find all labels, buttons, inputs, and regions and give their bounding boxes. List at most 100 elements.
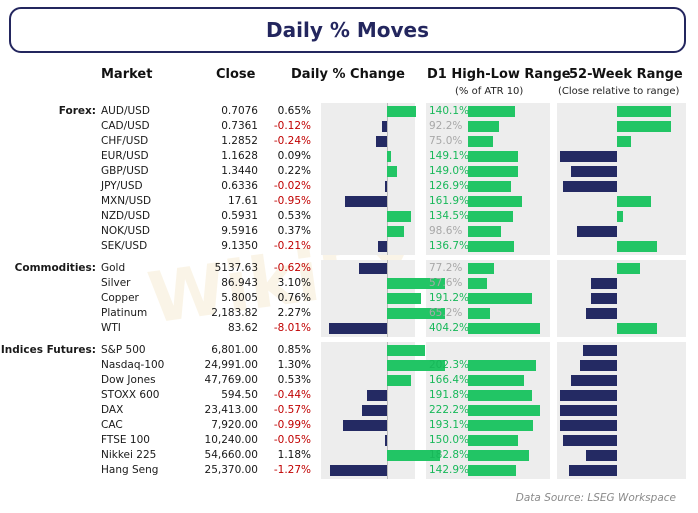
range52-bar	[560, 151, 617, 162]
atr-range-label: 166.4%	[429, 374, 470, 386]
atr-range-bar	[468, 465, 517, 476]
range52-bar	[582, 345, 617, 356]
close-value: 10,240.00	[204, 434, 258, 446]
atr-range-bar	[468, 390, 533, 401]
market-name: GBP/USD	[101, 165, 149, 177]
range52-bar	[617, 241, 657, 252]
range52-bar	[585, 450, 617, 461]
daily-change-value: -8.01%	[273, 322, 311, 334]
daily-change-value: 0.53%	[277, 374, 311, 386]
market-name: EUR/USD	[101, 150, 149, 162]
header-market: Market	[101, 67, 153, 82]
daily-change-bar	[330, 465, 387, 476]
close-value: 9.1350	[221, 240, 258, 252]
close-value: 1.3440	[221, 165, 258, 177]
market-name: FTSE 100	[101, 434, 150, 446]
daily-change-value: -0.99%	[273, 419, 311, 431]
close-value: 23,413.00	[204, 404, 258, 416]
daily-change-value: -0.21%	[273, 240, 311, 252]
daily-change-value: 0.85%	[277, 344, 311, 356]
market-name: SEK/USD	[101, 240, 148, 252]
daily-change-bar	[387, 106, 416, 117]
atr-range-bar	[468, 241, 514, 252]
daily-change-bar	[381, 121, 387, 132]
market-name: Nikkei 225	[101, 449, 157, 461]
range52-bar	[617, 211, 623, 222]
daily-change-bar	[387, 151, 391, 162]
close-value: 25,370.00	[204, 464, 258, 476]
daily-change-bar	[377, 241, 387, 252]
market-name: Platinum	[101, 307, 148, 319]
daily-change-bar	[344, 196, 387, 207]
atr-range-bar	[468, 106, 516, 117]
daily-change-bar	[367, 390, 387, 401]
market-name: Dow Jones	[101, 374, 156, 386]
range52-bar	[617, 323, 657, 334]
daily-change-bar	[387, 211, 411, 222]
range52-bar	[585, 308, 617, 319]
atr-range-bar	[468, 420, 533, 431]
range52-bar	[560, 390, 617, 401]
atr-range-bar	[468, 323, 540, 334]
range52-bar	[568, 465, 617, 476]
atr-range-bar	[468, 166, 519, 177]
daily-change-value: 0.76%	[277, 292, 311, 304]
atr-range-label: 149.1%	[429, 150, 470, 162]
atr-range-label: 57.6%	[429, 277, 463, 289]
atr-range-bar	[468, 263, 494, 274]
close-value: 5.8005	[221, 292, 258, 304]
range52-bar	[579, 360, 617, 371]
atr-range-label: 136.7%	[429, 240, 470, 252]
atr-range-label: 191.2%	[429, 292, 470, 304]
range52-bar	[617, 106, 672, 117]
close-value: 7,920.00	[211, 419, 258, 431]
atr-range-label: 126.9%	[429, 180, 470, 192]
range52-bar	[617, 136, 632, 147]
daily-change-value: 0.53%	[277, 210, 311, 222]
daily-zero-axis	[387, 342, 388, 479]
atr-range-bar	[468, 226, 502, 237]
atr-range-bar	[468, 308, 490, 319]
atr-range-label: 182.8%	[429, 449, 470, 461]
market-name: Nasdaq-100	[101, 359, 165, 371]
atr-range-label: 140.1%	[429, 105, 470, 117]
daily-change-bar	[329, 323, 387, 334]
range52-bar	[562, 181, 617, 192]
daily-change-bar	[387, 226, 404, 237]
daily-change-value: -0.24%	[273, 135, 311, 147]
daily-change-value: -1.27%	[273, 464, 311, 476]
market-name: Gold	[101, 262, 126, 274]
daily-change-value: -0.44%	[273, 389, 311, 401]
atr-range-bar	[468, 136, 494, 147]
atr-range-label: 134.5%	[429, 210, 470, 222]
daily-change-value: -0.95%	[273, 195, 311, 207]
atr-range-label: 77.2%	[429, 262, 463, 274]
atr-range-bar	[468, 211, 514, 222]
daily-change-value: 0.22%	[277, 165, 311, 177]
header-52week-range: 52-Week Range	[569, 67, 683, 82]
atr-range-bar	[468, 151, 519, 162]
close-value: 5137.63	[214, 262, 258, 274]
atr-range-bar	[468, 181, 511, 192]
daily-change-bar	[387, 450, 440, 461]
close-value: 86.943	[221, 277, 258, 289]
header-daily-change: Daily % Change	[291, 67, 405, 82]
market-name: Hang Seng	[101, 464, 159, 476]
range52-bar	[591, 278, 617, 289]
close-value: 17.61	[227, 195, 258, 207]
atr-range-bar	[468, 375, 524, 386]
market-name: DAX	[101, 404, 124, 416]
close-value: 47,769.00	[204, 374, 258, 386]
daily-change-bar	[387, 308, 445, 319]
daily-change-value: 1.18%	[277, 449, 311, 461]
daily-change-value: -0.57%	[273, 404, 311, 416]
daily-change-value: 2.27%	[277, 307, 311, 319]
header-atr-subtitle: (% of ATR 10)	[455, 86, 524, 97]
market-name: S&P 500	[101, 344, 146, 356]
atr-range-bar	[468, 435, 519, 446]
atr-range-label: 65.2%	[429, 307, 463, 319]
atr-range-label: 404.2%	[429, 322, 470, 334]
close-value: 83.62	[227, 322, 258, 334]
daily-change-bar	[385, 181, 387, 192]
market-name: JPY/USD	[101, 180, 143, 192]
